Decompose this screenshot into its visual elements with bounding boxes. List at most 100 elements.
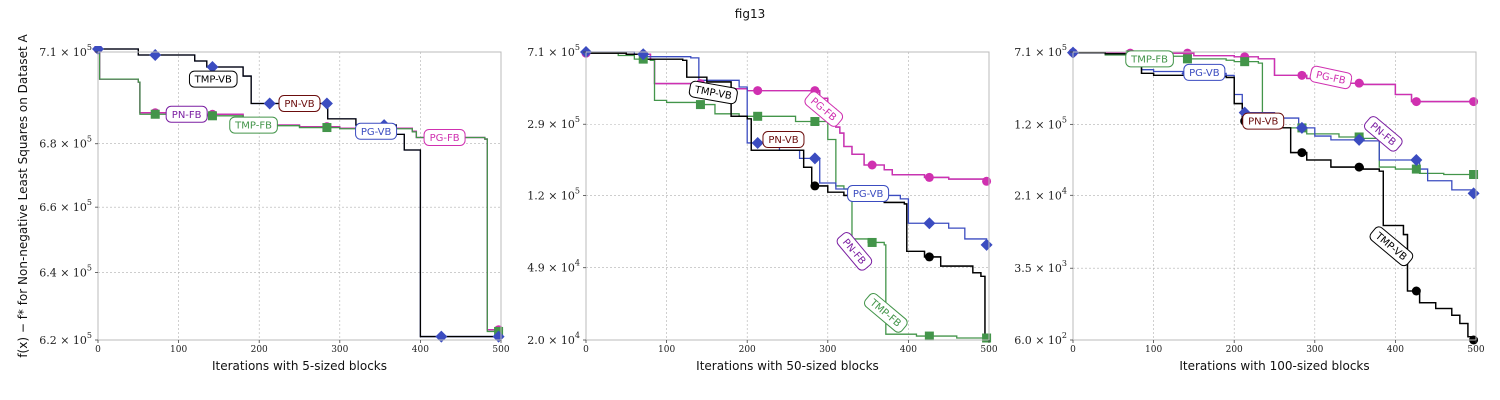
series-line-tmp-vb bbox=[586, 52, 986, 339]
x-tick-label: 0 bbox=[1070, 345, 1076, 355]
marker-tmp-fb bbox=[1240, 57, 1250, 67]
annotation-box bbox=[688, 80, 738, 105]
series-group bbox=[1067, 46, 1480, 345]
series-line-pg-vb bbox=[98, 48, 501, 338]
marker-pg-fb bbox=[982, 176, 992, 186]
annotation-label: PG-VB bbox=[361, 127, 392, 138]
y-tick-label: 3.5 × 103 bbox=[1014, 259, 1067, 275]
marker-pg-vb bbox=[923, 217, 936, 230]
x-tick-label: 400 bbox=[1387, 345, 1404, 355]
marker-pg-vb bbox=[92, 46, 104, 56]
annotation-tmp-vb: TMP-VB bbox=[188, 70, 238, 88]
series-line-pn-fb bbox=[98, 48, 502, 334]
annotation-box bbox=[1369, 226, 1414, 267]
annotation-tmp-fb: TMP-FB bbox=[1125, 50, 1174, 68]
marker-tmp-fb bbox=[867, 237, 877, 247]
annotation-pg-vb: PG-VB bbox=[355, 122, 398, 140]
y-tick-label: 7.1 × 105 bbox=[39, 43, 92, 59]
annotation-tmp-fb: TMP-FB bbox=[229, 116, 278, 134]
annotation-pg-vb: PG-VB bbox=[847, 184, 890, 202]
marker-pg-vb bbox=[637, 48, 650, 61]
annotation-label: PG-VB bbox=[1189, 68, 1220, 79]
x-tick-label: 300 bbox=[1306, 345, 1323, 355]
annotation-label: TMP-FB bbox=[234, 121, 272, 132]
marker-pg-vb bbox=[808, 152, 821, 165]
subplot-100-sized-blocks: 0 100 200 300 400 500 6.0 × 102 3.5 × 103 2.1 × … bbox=[1014, 43, 1485, 373]
x-tick-label: 100 bbox=[658, 345, 675, 355]
subplot-50-sized-blocks: 0 100 200 300 400 500 2.0 × 104 4.9 × 104 1.2 × … bbox=[527, 43, 998, 373]
annotation-pn-fb: PN-FB bbox=[836, 232, 873, 271]
marker-tmp-vb bbox=[1411, 286, 1421, 296]
y-tick-label: 2.9 × 105 bbox=[527, 115, 580, 131]
marker-pg-fb bbox=[1411, 97, 1421, 107]
annotation-box bbox=[229, 116, 278, 134]
marker-tmp-vb bbox=[1297, 148, 1307, 158]
series-line-pg-fb bbox=[98, 48, 502, 334]
marker-tmp-fb bbox=[150, 109, 160, 119]
annotation-box bbox=[864, 292, 908, 333]
y-tick-label: 1.2 × 105 bbox=[527, 186, 580, 202]
marker-pg-vb bbox=[1295, 121, 1308, 134]
y-tick-label: 1.2 × 105 bbox=[1014, 115, 1067, 131]
series-group bbox=[580, 46, 993, 343]
x-tick-label: 300 bbox=[819, 345, 836, 355]
grid bbox=[586, 52, 989, 340]
marker-tmp-fb bbox=[1469, 170, 1479, 180]
annotation-label: PN-VB bbox=[284, 99, 314, 110]
annotation-box bbox=[836, 232, 873, 271]
series-group bbox=[92, 46, 505, 343]
marker-pg-vb bbox=[1353, 133, 1366, 146]
marker-pg-fb bbox=[1297, 70, 1307, 80]
annotation-box bbox=[1364, 116, 1403, 152]
series-line-pn-vb bbox=[586, 52, 986, 339]
marker-pg-vb bbox=[1410, 153, 1423, 166]
annotation-tmp-vb: TMP-VB bbox=[688, 80, 738, 105]
annotation-pg-fb: PG-FB bbox=[804, 91, 844, 127]
annotation-box bbox=[165, 105, 208, 123]
annotation-label: PN-VB bbox=[1248, 117, 1278, 128]
x-tick-label: 400 bbox=[412, 345, 429, 355]
x-tick-label: 0 bbox=[95, 345, 101, 355]
marker-pg-fb bbox=[1354, 78, 1364, 88]
marker-pg-vb bbox=[149, 48, 162, 61]
marker-pg-fb bbox=[753, 86, 763, 96]
x-tick-label: 200 bbox=[251, 345, 268, 355]
marker-tmp-fb bbox=[695, 100, 705, 110]
x-tick-label: 100 bbox=[1145, 345, 1162, 355]
marker-pg-vb bbox=[320, 97, 333, 110]
series-line-tmp-vb bbox=[1073, 51, 1475, 340]
marker-tmp-vb bbox=[924, 252, 934, 262]
annotation-pg-vb: PG-VB bbox=[1183, 63, 1226, 81]
annotation-pn-fb: PN-FB bbox=[1364, 116, 1403, 152]
marker-tmp-fb bbox=[982, 333, 992, 343]
annotation-box bbox=[423, 128, 466, 146]
x-tick-label: 300 bbox=[331, 345, 348, 355]
annotation-label: PN-VB bbox=[768, 135, 798, 146]
annotation-label: PG-FB bbox=[430, 133, 460, 144]
annotation-box bbox=[804, 91, 844, 127]
marker-pg-vb bbox=[435, 330, 448, 343]
annotation-label: PN-FB bbox=[172, 110, 202, 121]
annotation-box bbox=[762, 131, 805, 149]
series-line-tmp-fb bbox=[98, 48, 502, 334]
annotation-box bbox=[1309, 65, 1353, 90]
y-tick-label: 2.0 × 104 bbox=[527, 331, 580, 347]
marker-tmp-fb bbox=[207, 111, 217, 121]
marker-pg-vb bbox=[263, 97, 276, 110]
x-tick-label: 100 bbox=[170, 345, 187, 355]
y-tick-label: 6.8 × 105 bbox=[39, 135, 92, 151]
y-tick-label: 4.9 × 104 bbox=[527, 259, 580, 275]
annotation-box bbox=[188, 70, 238, 88]
marker-tmp-vb bbox=[1354, 162, 1364, 172]
x-tick-label: 200 bbox=[1226, 345, 1243, 355]
plot-frame bbox=[1072, 51, 1477, 341]
annotation-box bbox=[1125, 50, 1174, 68]
y-tick-label: 6.6 × 105 bbox=[39, 198, 92, 214]
marker-pg-vb bbox=[751, 136, 764, 149]
x-tick-label: 0 bbox=[583, 345, 589, 355]
marker-pg-fb bbox=[1469, 97, 1479, 107]
x-tick-label: 500 bbox=[1467, 345, 1484, 355]
y-tick-label: 7.1 × 105 bbox=[1014, 43, 1067, 59]
x-tick-label: 500 bbox=[492, 345, 509, 355]
